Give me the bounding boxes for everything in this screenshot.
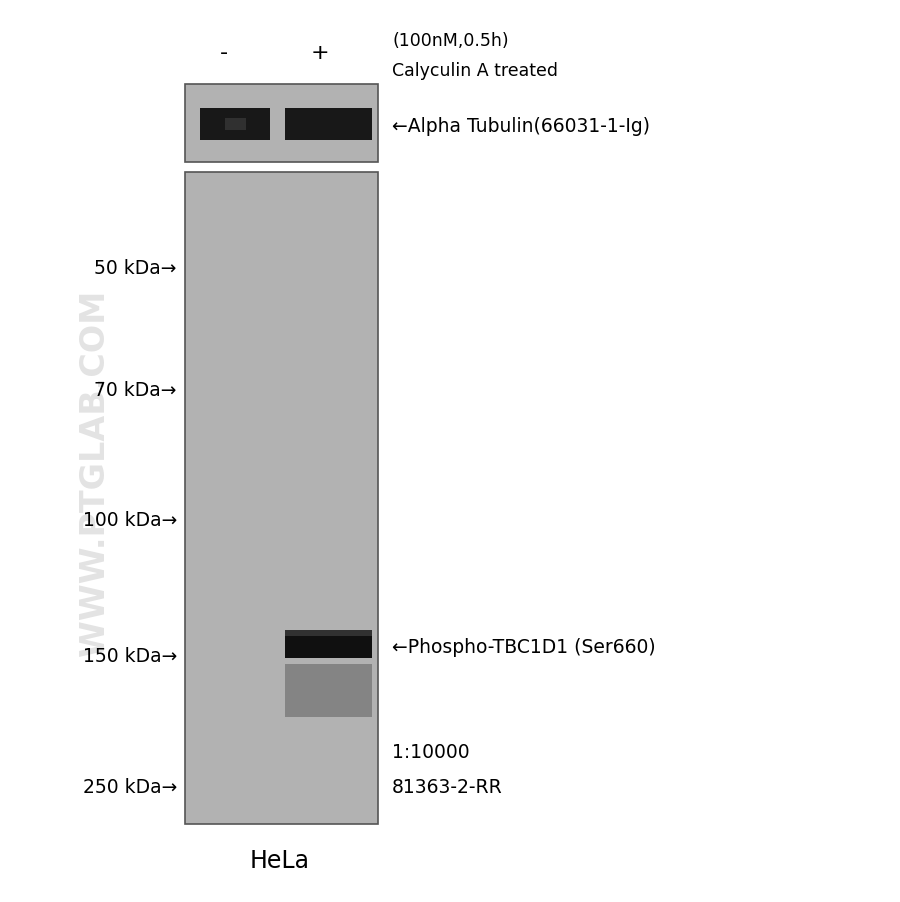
Text: +: +	[310, 43, 329, 63]
Text: 250 kDa→: 250 kDa→	[83, 778, 177, 796]
Text: Calyculin A treated: Calyculin A treated	[392, 62, 558, 80]
Bar	[201, 109, 270, 141]
Text: ←Phospho-TBC1D1 (Ser660): ←Phospho-TBC1D1 (Ser660)	[392, 638, 655, 657]
Bar	[185, 85, 378, 163]
Bar	[285, 664, 373, 717]
Text: 50 kDa→: 50 kDa→	[94, 258, 177, 277]
Bar	[285, 630, 373, 658]
Bar	[285, 109, 373, 141]
Text: HeLa: HeLa	[250, 848, 310, 872]
Text: ←Alpha Tubulin(66031-1-Ig): ←Alpha Tubulin(66031-1-Ig)	[392, 117, 650, 136]
Bar	[185, 173, 378, 824]
Text: 150 kDa→: 150 kDa→	[83, 646, 177, 665]
Text: 1:10000: 1:10000	[392, 742, 470, 761]
Text: WWW.PTGLAB.COM: WWW.PTGLAB.COM	[78, 290, 112, 656]
Text: 70 kDa→: 70 kDa→	[94, 380, 177, 399]
Text: (100nM,0.5h): (100nM,0.5h)	[392, 32, 508, 50]
Bar	[225, 118, 246, 132]
Text: -: -	[220, 43, 228, 63]
Bar	[285, 630, 373, 636]
Text: 100 kDa→: 100 kDa→	[83, 511, 177, 529]
Text: 81363-2-RR: 81363-2-RR	[392, 778, 503, 796]
